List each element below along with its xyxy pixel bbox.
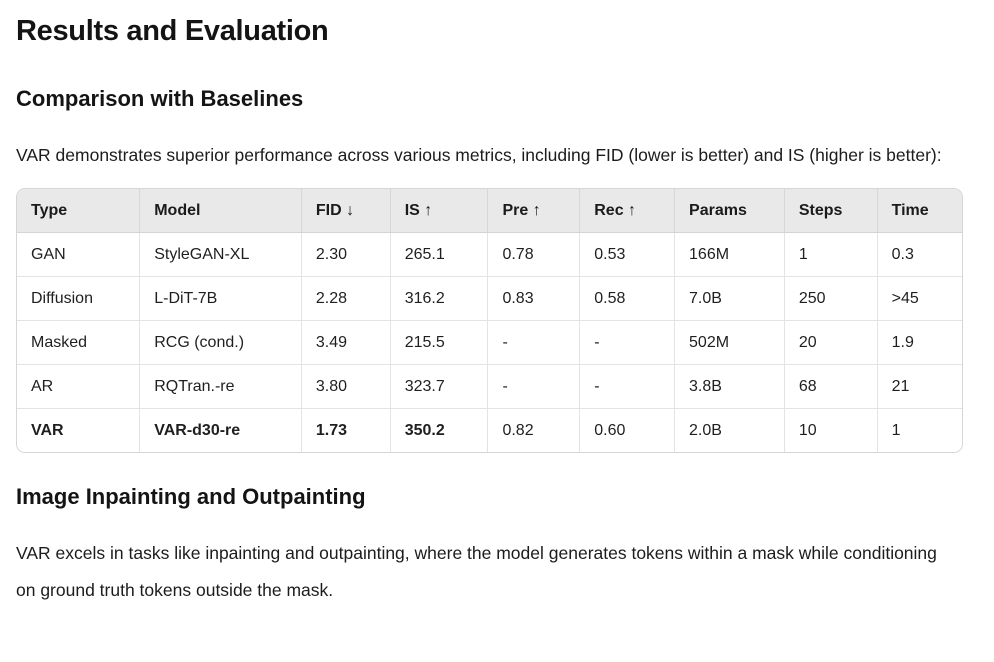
section-heading-comparison: Comparison with Baselines bbox=[16, 86, 304, 111]
table-cell: 0.60 bbox=[579, 408, 676, 452]
table-cell: RCG (cond.) bbox=[139, 320, 302, 365]
table-cell: 265.1 bbox=[390, 232, 489, 277]
table-cell: 0.83 bbox=[487, 276, 581, 321]
table-cell: 20 bbox=[784, 320, 878, 365]
table-cell: 3.49 bbox=[301, 320, 391, 365]
table-cell: 2.28 bbox=[301, 276, 391, 321]
table-cell: 0.78 bbox=[487, 232, 581, 277]
table-cell: 0.3 bbox=[877, 232, 962, 277]
table-cell: 250 bbox=[784, 276, 878, 321]
table-cell: 0.82 bbox=[487, 408, 581, 452]
table-cell: Diffusion bbox=[17, 276, 141, 321]
table-cell: 10 bbox=[784, 408, 878, 452]
column-header-params: Params bbox=[674, 189, 785, 233]
table-cell: - bbox=[579, 320, 676, 365]
table-cell: RQTran.-re bbox=[139, 364, 302, 409]
table-cell: 2.30 bbox=[301, 232, 391, 277]
table-cell: 316.2 bbox=[390, 276, 489, 321]
table-cell: L-DiT-7B bbox=[139, 276, 302, 321]
table-header-row: Type Model FID ↓ IS ↑ Pre ↑ Rec ↑ Params… bbox=[17, 189, 962, 233]
table-cell: - bbox=[487, 320, 581, 365]
page-title: Results and Evaluation bbox=[16, 15, 329, 47]
inpainting-paragraph: VAR excels in tasks like inpainting and … bbox=[16, 543, 937, 600]
comparison-paragraph: VAR demonstrates superior performance ac… bbox=[16, 145, 942, 165]
table-row: Masked RCG (cond.) 3.49 215.5 - - 502M 2… bbox=[17, 320, 962, 365]
column-header-type: Type bbox=[17, 189, 141, 233]
table-cell: 21 bbox=[877, 364, 962, 409]
table-cell: 2.0B bbox=[674, 408, 785, 452]
column-header-pre: Pre ↑ bbox=[487, 189, 581, 233]
column-header-rec: Rec ↑ bbox=[579, 189, 676, 233]
table-cell: VAR-d30-re bbox=[139, 408, 302, 452]
table-cell: 1 bbox=[784, 232, 878, 277]
table-cell: 3.8B bbox=[674, 364, 785, 409]
table-cell: Masked bbox=[17, 320, 141, 365]
table-cell: StyleGAN-XL bbox=[139, 232, 302, 277]
baselines-table: Type Model FID ↓ IS ↑ Pre ↑ Rec ↑ Params… bbox=[17, 189, 962, 452]
table-cell: AR bbox=[17, 364, 141, 409]
column-header-time: Time bbox=[877, 189, 962, 233]
section-heading-inpainting: Image Inpainting and Outpainting bbox=[16, 484, 366, 509]
table-cell: 7.0B bbox=[674, 276, 785, 321]
table-cell: 1.9 bbox=[877, 320, 962, 365]
table-cell: 1.73 bbox=[301, 408, 391, 452]
column-header-fid: FID ↓ bbox=[301, 189, 391, 233]
baselines-table-container: Type Model FID ↓ IS ↑ Pre ↑ Rec ↑ Params… bbox=[16, 188, 963, 453]
table-cell: VAR bbox=[17, 408, 141, 452]
column-header-is: IS ↑ bbox=[390, 189, 489, 233]
table-cell: 166M bbox=[674, 232, 785, 277]
table-cell: 68 bbox=[784, 364, 878, 409]
table-row-var-highlight: VAR VAR-d30-re 1.73 350.2 0.82 0.60 2.0B… bbox=[17, 408, 962, 452]
table-cell: GAN bbox=[17, 232, 141, 277]
table-row: AR RQTran.-re 3.80 323.7 - - 3.8B 68 21 bbox=[17, 364, 962, 409]
table-cell: 0.53 bbox=[579, 232, 676, 277]
table-cell: - bbox=[487, 364, 581, 409]
column-header-steps: Steps bbox=[784, 189, 878, 233]
table-cell: 0.58 bbox=[579, 276, 676, 321]
table-cell: - bbox=[579, 364, 676, 409]
table-cell: 350.2 bbox=[390, 408, 489, 452]
table-cell: 502M bbox=[674, 320, 785, 365]
table-cell: >45 bbox=[877, 276, 962, 321]
table-row: GAN StyleGAN-XL 2.30 265.1 0.78 0.53 166… bbox=[17, 232, 962, 277]
column-header-model: Model bbox=[139, 189, 302, 233]
table-row: Diffusion L-DiT-7B 2.28 316.2 0.83 0.58 … bbox=[17, 276, 962, 321]
table-cell: 3.80 bbox=[301, 364, 391, 409]
table-cell: 215.5 bbox=[390, 320, 489, 365]
table-cell: 323.7 bbox=[390, 364, 489, 409]
table-cell: 1 bbox=[877, 408, 962, 452]
